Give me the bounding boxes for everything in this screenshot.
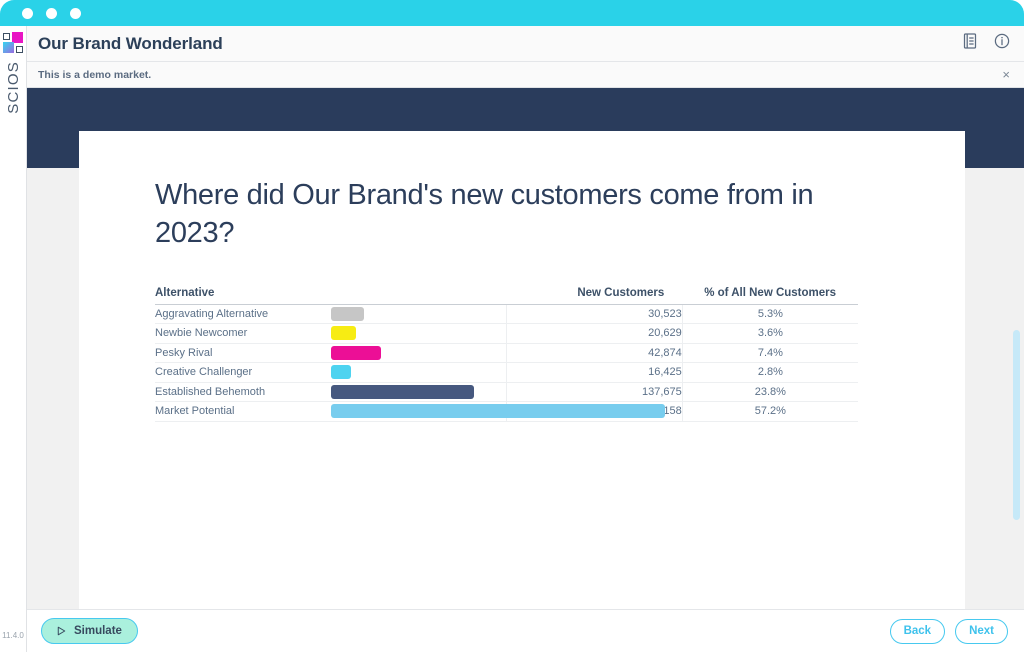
row-label: Market Potential: [155, 401, 331, 422]
slide-card: Where did Our Brand's new customers come…: [79, 131, 965, 609]
row-value: 16,425: [506, 362, 683, 383]
row-label: Pesky Rival: [155, 343, 331, 364]
column-header-new-customers: New Customers: [506, 286, 683, 305]
row-label: Newbie Newcomer: [155, 323, 331, 344]
bar: [330, 365, 351, 380]
app-footer: Simulate Back Next: [27, 609, 1024, 652]
play-icon: [57, 626, 66, 636]
table-row[interactable]: Market Potential 331,158 57.2%: [155, 401, 858, 422]
logo-square-top-left: [3, 33, 10, 40]
table-row[interactable]: Established Behemoth 137,675 23.8%: [155, 382, 858, 403]
row-bar-cell: [330, 304, 507, 325]
close-icon[interactable]: ×: [1002, 67, 1010, 82]
header-icon-group: [963, 33, 1010, 54]
row-bar-cell: [330, 362, 507, 383]
app-version: 11.4.0: [2, 631, 24, 640]
window-maximize-dot[interactable]: [70, 7, 81, 19]
bar: [330, 404, 665, 419]
bar: [330, 345, 381, 360]
row-bar-cell: [330, 401, 665, 422]
row-value: 20,629: [506, 323, 683, 344]
new-customers-table: Alternative New Customers % of All New C…: [155, 286, 858, 422]
row-value: 30,523: [506, 304, 683, 325]
row-bar-cell: [330, 323, 507, 344]
row-bar-cell: [330, 382, 507, 403]
demo-market-banner-text: This is a demo market.: [38, 68, 152, 81]
simulate-button[interactable]: Simulate: [41, 618, 138, 644]
window-titlebar: [0, 0, 1024, 26]
row-percent: 2.8%: [682, 362, 858, 383]
row-label: Established Behemoth: [155, 382, 331, 403]
row-label: Creative Challenger: [155, 362, 331, 383]
column-header-alternative: Alternative: [155, 286, 507, 305]
logo-square-bottom-right: [16, 46, 23, 53]
back-button[interactable]: Back: [889, 618, 946, 644]
row-percent: 5.3%: [682, 304, 858, 325]
window-minimize-dot[interactable]: [46, 7, 57, 19]
bar: [330, 384, 474, 399]
scios-logo-icon[interactable]: [1, 31, 25, 55]
row-percent: 3.6%: [682, 323, 858, 344]
row-percent: 23.8%: [682, 382, 858, 403]
simulate-button-label: Simulate: [74, 625, 122, 637]
footer-nav-group: Back Next: [889, 618, 1008, 644]
bar: [330, 306, 364, 321]
content-scroll-area: Where did Our Brand's new customers come…: [27, 88, 1024, 609]
row-value: 137,675: [506, 382, 683, 403]
next-button[interactable]: Next: [955, 618, 1008, 644]
logo-square-bottom-left: [3, 42, 14, 53]
bar: [330, 326, 356, 341]
slide-heading-1: Where did Our Brand's new customers come…: [155, 179, 814, 250]
table-row[interactable]: Creative Challenger 16,425 2.8%: [155, 362, 858, 383]
table-row[interactable]: Newbie Newcomer 20,629 3.6%: [155, 323, 858, 344]
demo-market-banner: This is a demo market. ×: [27, 62, 1024, 88]
info-icon[interactable]: [994, 33, 1010, 54]
table-header: Alternative New Customers % of All New C…: [155, 286, 858, 305]
row-value: 42,874: [506, 343, 683, 364]
column-header-percent: % of All New Customers: [682, 286, 858, 305]
row-bar-cell: [330, 343, 507, 364]
table-row[interactable]: Pesky Rival 42,874 7.4%: [155, 343, 858, 364]
table-body: Aggravating Alternative 30,523 5.3% Newb…: [155, 304, 858, 422]
left-rail: SCIOS 11.4.0: [0, 26, 27, 652]
logo-square-top-right: [12, 32, 23, 43]
brand-name-vertical: SCIOS: [4, 61, 22, 114]
table-row[interactable]: Aggravating Alternative 30,523 5.3%: [155, 304, 858, 325]
vertical-scrollbar-track[interactable]: [1013, 88, 1020, 609]
vertical-scrollbar-thumb[interactable]: [1013, 330, 1020, 520]
row-percent: 7.4%: [682, 343, 858, 364]
app-header: Our Brand Wonderland: [27, 26, 1024, 62]
row-percent: 57.2%: [682, 401, 858, 422]
table-header-row: Alternative New Customers % of All New C…: [155, 286, 858, 305]
window-close-dot[interactable]: [22, 7, 33, 19]
report-icon[interactable]: [963, 33, 977, 54]
page-title: Our Brand Wonderland: [38, 33, 223, 53]
row-label: Aggravating Alternative: [155, 304, 331, 325]
